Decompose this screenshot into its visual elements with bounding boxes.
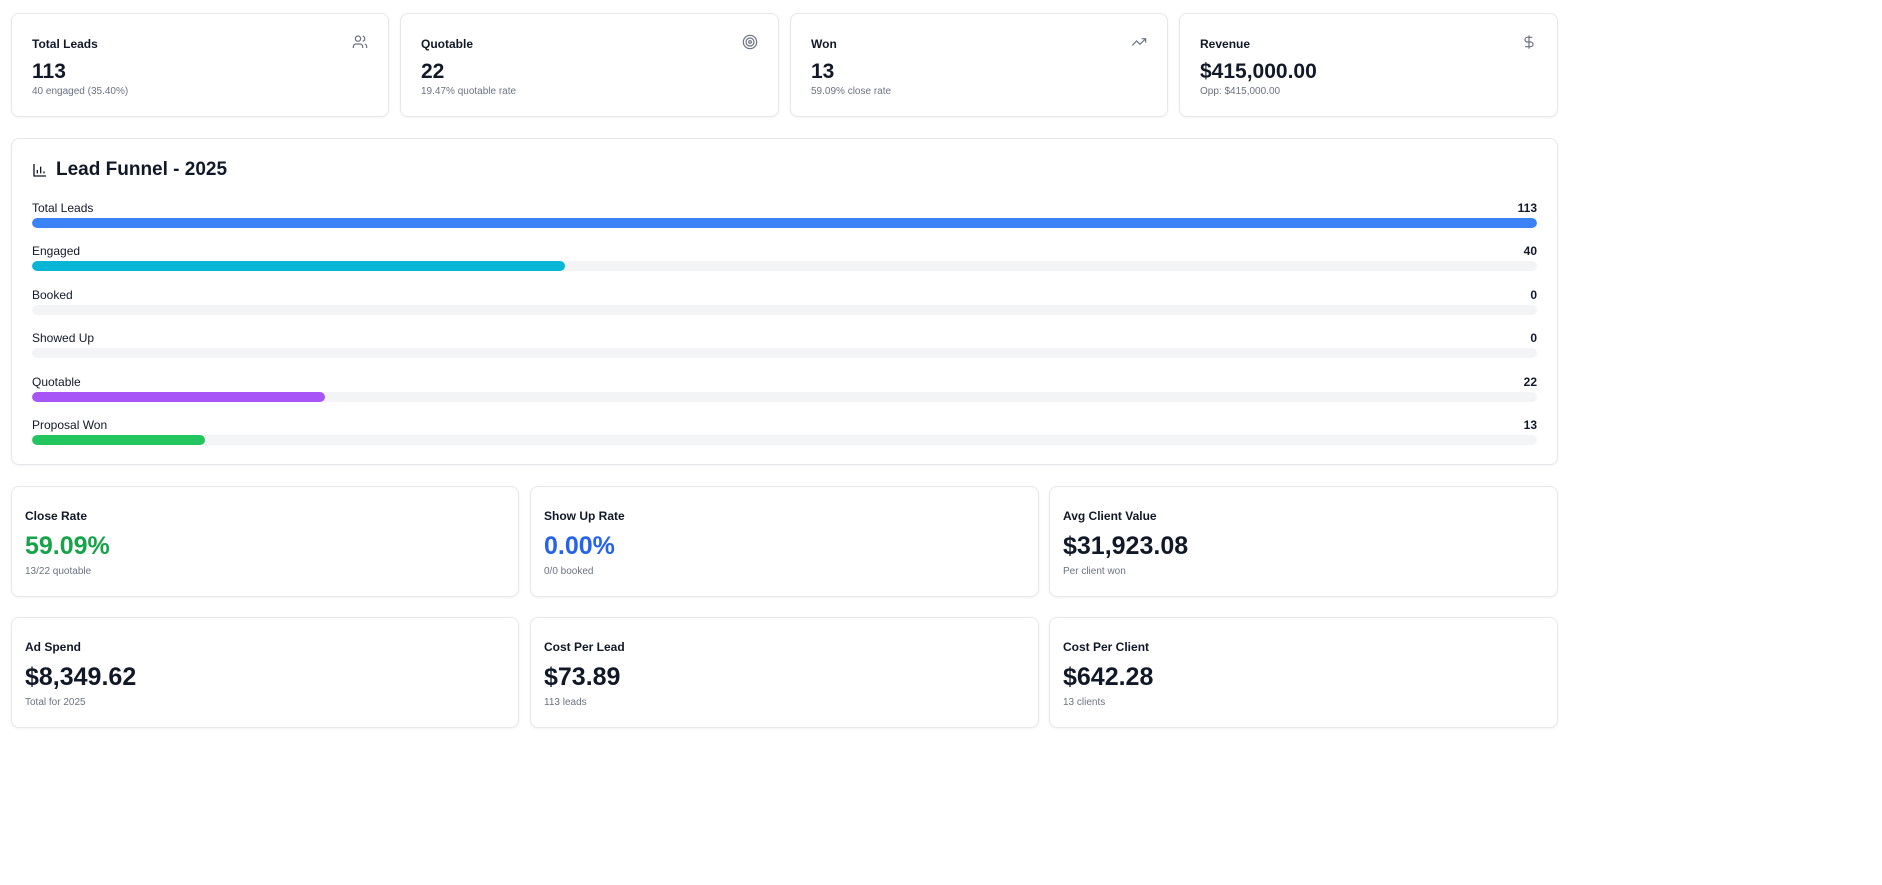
metric-value: $8,349.62 (25, 663, 137, 691)
metric-card-close-rate: Close Rate 59.09% 13/22 quotable (11, 486, 519, 597)
funnel-stage-count: 0 (1530, 287, 1537, 302)
kpi-title: Won (811, 37, 837, 51)
metric-value: 59.09% (25, 532, 110, 560)
metric-subtext: 0/0 booked (544, 566, 594, 577)
metric-card-ad-spend: Ad Spend $8,349.62 Total for 2025 (11, 617, 519, 728)
metric-card-show-up-rate: Show Up Rate 0.00% 0/0 booked (530, 486, 1039, 597)
metric-value: 0.00% (544, 532, 615, 560)
funnel-stage-label: Total Leads (32, 201, 94, 215)
funnel-stage-label: Proposal Won (32, 418, 108, 432)
kpi-value: $415,000.00 (1200, 60, 1317, 83)
funnel-stage-engaged: Engaged 40 (32, 244, 1537, 274)
metric-title: Avg Client Value (1063, 509, 1157, 523)
funnel-stage-quotable: Quotable 22 (32, 375, 1537, 405)
funnel-bar-track (32, 304, 1537, 315)
funnel-stage-count: 40 (1523, 244, 1537, 259)
funnel-stage-label: Showed Up (32, 331, 95, 346)
funnel-bar-fill (32, 261, 565, 272)
metric-subtext: 113 leads (544, 697, 587, 708)
funnel-stage-showed-up: Showed Up 0 (32, 331, 1537, 361)
kpi-card-revenue: Revenue $415,000.00 Opp: $415,000.00 (1179, 13, 1558, 117)
metric-value: $73.89 (544, 663, 621, 691)
metric-value: $31,923.08 (1063, 532, 1189, 560)
kpi-card-won: Won 13 59.09% close rate (790, 13, 1168, 117)
funnel-bar-track (32, 261, 1537, 272)
dollar-icon (1524, 35, 1534, 49)
funnel-stage-label: Quotable (32, 374, 81, 389)
funnel-bar-fill (32, 391, 325, 402)
metric-subtext: 13/22 quotable (25, 566, 92, 577)
metric-value: $642.28 (1063, 663, 1154, 691)
funnel-stage-count: 13 (1523, 418, 1537, 432)
lead-funnel-card: Lead Funnel - 2025 Total Leads 113 Engag… (11, 138, 1558, 465)
funnel-stage-count: 0 (1530, 331, 1537, 346)
kpi-value: 13 (811, 60, 835, 83)
bar-chart-icon (33, 164, 46, 177)
kpi-title: Revenue (1200, 37, 1251, 51)
metric-card-cost-per-lead: Cost Per Lead $73.89 113 leads (530, 617, 1039, 728)
metric-title: Cost Per Lead (544, 640, 625, 654)
metric-card-cost-per-client: Cost Per Client $642.28 13 clients (1049, 617, 1558, 728)
funnel-stage-count: 22 (1523, 374, 1537, 389)
kpi-subtext: 19.47% quotable rate (421, 86, 517, 97)
funnel-stage-label: Booked (32, 287, 73, 302)
funnel-bar-fill (32, 435, 206, 445)
kpi-subtext: 59.09% close rate (811, 86, 892, 97)
metric-title: Ad Spend (25, 640, 81, 654)
funnel-bar-track (32, 435, 1537, 445)
funnel-title-text: Lead Funnel - 2025 (56, 159, 228, 180)
funnel-stage-count: 113 (1517, 201, 1537, 215)
kpi-subtext: Opp: $415,000.00 (1200, 86, 1281, 97)
kpi-value: 113 (32, 60, 66, 83)
kpi-subtext: 40 engaged (35.40%) (32, 86, 129, 97)
funnel-bar-track (32, 218, 1537, 228)
kpi-title: Quotable (421, 37, 474, 51)
funnel-stage-booked: Booked 0 (32, 288, 1537, 318)
kpi-value: 22 (421, 60, 445, 83)
funnel-bar-fill (32, 218, 1537, 228)
kpi-card-quotable: Quotable 22 19.47% quotable rate (400, 13, 779, 117)
trending-up-icon (1131, 38, 1147, 46)
metric-card-avg-client-value: Avg Client Value $31,923.08 Per client w… (1049, 486, 1558, 597)
funnel-bar-track (32, 348, 1537, 359)
metric-title: Show Up Rate (544, 509, 625, 523)
kpi-card-total-leads: Total Leads 113 40 engaged (35.40%) (11, 13, 389, 117)
metric-subtext: Total for 2025 (25, 697, 86, 708)
funnel-stage-label: Engaged (32, 244, 81, 259)
funnel-title: Lead Funnel - 2025 (32, 159, 227, 181)
users-icon (352, 35, 368, 48)
metric-subtext: 13 clients (1063, 697, 1106, 708)
kpi-title: Total Leads (32, 37, 98, 51)
funnel-stage-proposal-won: Proposal Won 13 (32, 418, 1537, 448)
funnel-bar-track (32, 391, 1537, 402)
metric-title: Close Rate (25, 509, 88, 523)
target-icon (742, 34, 758, 50)
funnel-stage-total-leads: Total Leads 113 (32, 201, 1537, 231)
metric-subtext: Per client won (1063, 566, 1126, 577)
metric-title: Cost Per Client (1063, 640, 1150, 654)
